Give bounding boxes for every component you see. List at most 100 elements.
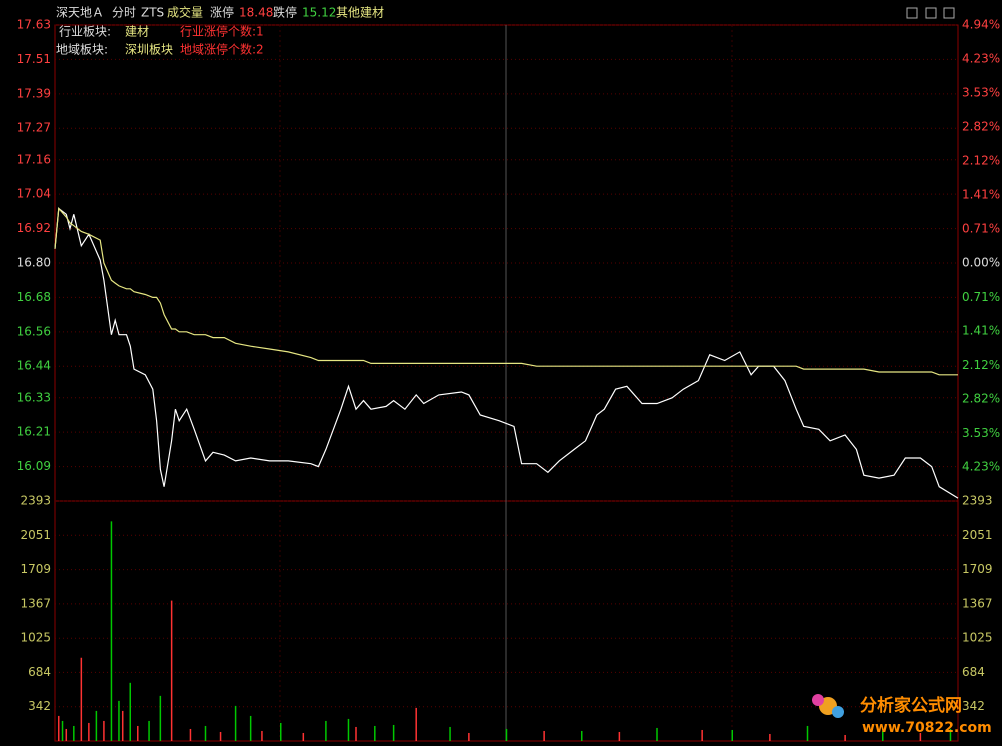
y2-tick-label: 0.71% [962,222,1000,236]
volume-bar [325,720,327,741]
volume-bar [882,730,884,741]
volume-bar [280,722,282,741]
volume-bar [415,707,417,741]
y2-tick-label: 2393 [962,494,993,508]
logo [832,706,844,718]
volume-bar [58,715,60,741]
price-line [54,207,959,499]
y2-tick-label: 2.82% [962,392,1000,406]
y2-tick-label: 2.82% [962,120,1000,134]
volume-bar [449,726,451,741]
volume-bar [219,731,222,741]
info-label: 地域板块: [56,43,108,57]
volume-bar [949,728,952,741]
tag: ZTS [141,6,164,20]
info-count: 地域涨停个数:2 [180,42,264,57]
y-tick-label: 17.51 [17,52,51,66]
limit-up: 18.48 [239,6,273,20]
y2-tick-label: 4.23% [962,460,1000,474]
volume-bar [701,729,703,741]
y-tick-label: 684 [28,665,51,679]
y2-tick-label: 1025 [962,631,993,645]
price-line [54,207,958,376]
watermark-url: www.70822.com [862,720,992,736]
watermark-site: 分析家公式网 [860,695,962,716]
y2-tick-label: 0.00% [962,256,1000,270]
y2-tick-label: 1.41% [962,188,1000,202]
volume-bar [118,700,120,741]
volume-bar [806,725,809,741]
y-tick-label: 17.04 [17,187,51,201]
y2-tick-label: 2.12% [962,154,1000,168]
y-tick-label: 17.39 [17,86,51,100]
volume-bar [261,730,263,741]
y2-tick-label: 2051 [962,528,993,542]
volume-bar [159,695,162,741]
y2-tick-label: 342 [962,699,985,713]
volume-bar [121,710,124,741]
volume-bar [919,732,922,741]
y-tick-label: 16.68 [17,290,51,304]
y2-tick-label: 684 [962,665,985,679]
volume-bar [80,657,83,741]
icon[interactable] [925,7,937,19]
y2-tick-label: 4.94% [962,18,1000,32]
volume-bar [618,731,621,741]
volume-bar [731,729,733,741]
volume-bar [129,682,131,741]
y2-tick-label: 1709 [962,562,993,576]
sector: 其他建材 [336,6,384,20]
logo [812,694,824,706]
y-tick-label: 16.80 [17,256,51,270]
y-tick-label: 16.44 [17,359,51,373]
stock-name: 深天地Ａ [56,6,104,20]
volume-bar [61,720,64,741]
limit-up-label: 涨停 [210,5,234,20]
watermark: 分析家公式网 www.70822.com [812,694,992,736]
volume-bar [355,726,357,741]
volume-bar [110,521,113,741]
volume-bar [302,732,305,741]
volume-bar [234,705,237,741]
y2-tick-label: 3.53% [962,86,1000,100]
volume-bar [73,725,75,741]
limit-down-label: 跌停 [273,5,297,20]
indicator: 成交量 [167,5,203,20]
info-count: 行业涨停个数:1 [180,24,264,39]
volume-bar [656,727,658,741]
icon[interactable] [943,7,955,19]
volume-bar [95,710,98,741]
volume-bar [392,724,395,741]
y-tick-label: 17.63 [17,18,51,32]
volume-bar [769,733,771,741]
mode: 分时 [112,6,136,20]
y-tick-label: 16.92 [17,221,51,235]
info-value: 深圳板块 [125,43,173,57]
volume-bar [374,725,376,741]
y2-tick-label: 0.71% [962,290,1000,304]
volume-bar [65,728,68,741]
volume-bar [137,725,139,741]
y2-tick-label: 2.12% [962,358,1000,372]
y-tick-label: 1709 [20,562,51,576]
volume-bar [581,730,583,741]
info-value: 建材 [125,25,149,39]
y2-tick-label: 1367 [962,596,993,610]
y-tick-label: 16.09 [17,459,51,473]
y-tick-label: 16.21 [17,425,51,439]
limit-down: 15.12 [302,6,336,20]
y-tick-label: 1025 [20,631,51,645]
y-tick-label: 2051 [20,528,51,542]
volume-bar [148,720,150,741]
y2-tick-label: 1.41% [962,324,1000,338]
icon[interactable] [906,7,918,19]
volume-bar [505,728,508,741]
y-tick-label: 17.27 [17,121,51,135]
y2-tick-label: 3.53% [962,426,1000,440]
y2-tick-label: 4.23% [962,52,1000,66]
y-tick-label: 17.16 [17,152,51,166]
y-tick-label: 342 [28,699,51,713]
volume-bar [88,722,90,741]
